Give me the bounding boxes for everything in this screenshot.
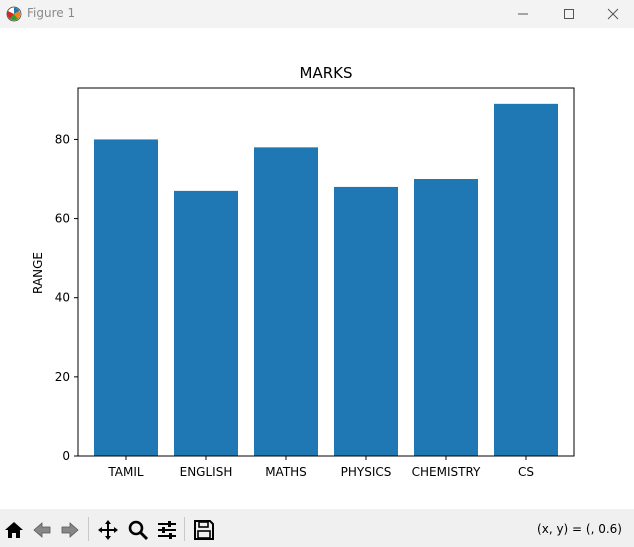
matplotlib-icon xyxy=(6,6,22,22)
maximize-icon xyxy=(564,9,574,19)
back-button[interactable] xyxy=(30,518,54,542)
x-tick-label: PHYSICS xyxy=(341,465,392,479)
title-bar[interactable]: Figure 1 xyxy=(0,0,634,28)
close-icon xyxy=(607,8,619,20)
y-tick-label: 0 xyxy=(62,449,70,463)
forward-icon xyxy=(61,522,79,538)
chart-title: MARKS xyxy=(300,64,353,82)
back-icon xyxy=(33,522,51,538)
zoom-icon xyxy=(128,520,149,541)
x-tick-label: CS xyxy=(518,465,534,479)
bar-maths xyxy=(254,147,318,456)
x-tick-label: CHEMISTRY xyxy=(412,465,481,479)
minimize-button[interactable] xyxy=(500,0,546,28)
y-tick-label: 80 xyxy=(55,132,70,146)
home-icon xyxy=(5,522,23,538)
maximize-button[interactable] xyxy=(546,0,592,28)
bar-english xyxy=(174,190,238,456)
figure-canvas[interactable]: MARKS RANGE 0 20 40 60 80 TAMIL ENGLISH MATHS P… xyxy=(0,28,634,509)
configure-subplots-icon xyxy=(158,521,176,539)
toolbar-separator xyxy=(184,517,185,541)
y-tick-label: 60 xyxy=(55,212,70,226)
x-tick-label: TAMIL xyxy=(107,465,144,479)
x-tick-label: ENGLISH xyxy=(180,465,233,479)
save-icon xyxy=(194,520,214,540)
window-title: Figure 1 xyxy=(27,6,76,20)
y-ticks-group: 0 20 40 60 80 xyxy=(55,132,78,463)
toolbar-separator xyxy=(88,517,89,541)
navigation-toolbar: (x, y) = (, 0.6) xyxy=(0,509,634,547)
save-button[interactable] xyxy=(192,518,216,542)
minimize-icon xyxy=(518,13,528,15)
y-tick-label: 40 xyxy=(55,291,70,305)
forward-button[interactable] xyxy=(58,518,82,542)
configure-subplots-button[interactable] xyxy=(155,518,179,542)
y-tick-label: 20 xyxy=(55,370,70,384)
bar-chemistry xyxy=(414,179,478,456)
zoom-button[interactable] xyxy=(126,518,150,542)
y-axis-label: RANGE xyxy=(31,252,45,294)
bar-cs xyxy=(494,103,558,456)
pan-button[interactable] xyxy=(96,518,120,542)
bar-tamil xyxy=(94,139,158,456)
close-button[interactable] xyxy=(590,0,634,28)
bar-chart: MARKS RANGE 0 20 40 60 80 TAMIL ENGLISH MATHS P… xyxy=(31,64,575,479)
home-button[interactable] xyxy=(2,518,26,542)
x-ticks-group: TAMIL ENGLISH MATHS PHYSICS CHEMISTRY CS xyxy=(107,456,534,479)
bar-physics xyxy=(334,186,398,457)
axes-frame xyxy=(77,87,575,457)
x-tick-label: MATHS xyxy=(265,465,307,479)
pan-icon xyxy=(98,520,118,540)
bars-group xyxy=(94,103,558,457)
cursor-coordinates: (x, y) = (, 0.6) xyxy=(537,522,622,536)
